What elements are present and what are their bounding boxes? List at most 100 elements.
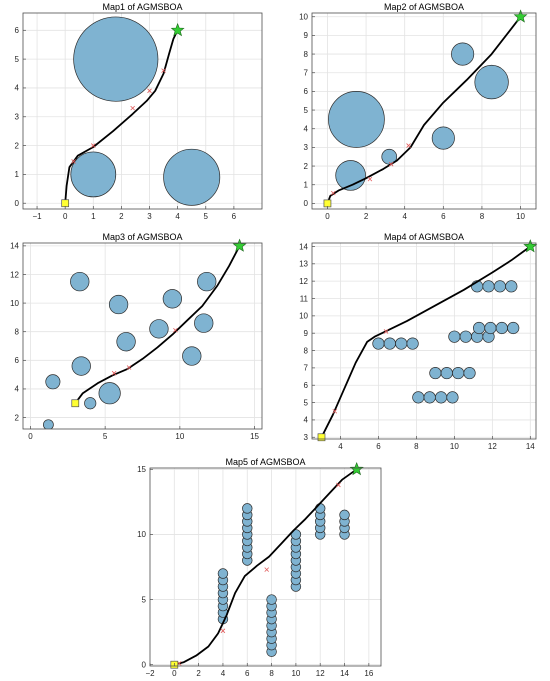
y-tick-label: 2 <box>304 162 309 171</box>
y-tick-label: 3 <box>15 113 20 122</box>
path-line <box>173 468 358 666</box>
waypoint-marker <box>161 68 166 73</box>
obstacle <box>448 330 461 343</box>
x-tick-label: 2 <box>196 669 201 678</box>
obstacle <box>507 321 520 335</box>
goal-marker <box>513 9 528 23</box>
obstacle <box>406 337 419 350</box>
chart-title: Map5 of AGMSBOA <box>225 457 305 467</box>
obstacle <box>484 321 497 335</box>
y-tick-label: 3 <box>304 143 309 152</box>
x-tick-label: 0 <box>63 212 68 221</box>
obstacle <box>116 332 136 352</box>
y-tick-label: 0 <box>15 199 20 208</box>
x-tick-label: −1 <box>32 212 42 221</box>
y-tick-label: 4 <box>15 385 20 394</box>
obstacle <box>108 294 129 315</box>
x-tick-label: 10 <box>291 669 300 678</box>
x-tick-label: 6 <box>245 669 250 678</box>
y-tick-label: 15 <box>137 465 146 474</box>
waypoint-marker <box>332 408 338 414</box>
obstacle <box>197 271 217 292</box>
x-tick-label: 0 <box>28 432 33 441</box>
obstacle <box>493 280 507 293</box>
plot-content <box>173 468 358 666</box>
waypoint-marker <box>264 567 269 572</box>
chart-title: Map2 of AGMSBOA <box>384 2 464 12</box>
y-tick-label: 12 <box>10 270 19 279</box>
axes-box <box>22 242 263 430</box>
x-tick-label: 4 <box>402 212 407 221</box>
x-tick-label: 0 <box>325 212 330 221</box>
start-marker <box>71 399 80 408</box>
y-tick-label: 10 <box>299 312 308 321</box>
y-tick-label: 1 <box>304 181 309 190</box>
obstacle <box>435 391 448 404</box>
obstacle <box>194 313 214 333</box>
obstacle <box>217 568 229 579</box>
x-tick-label: −2 <box>145 669 155 678</box>
obstacle <box>98 382 121 405</box>
goal-marker <box>349 461 364 476</box>
map3-chart: 0 5 10 15 2 4 6 8 10 12 14 Map3 of AGMSBOA <box>10 232 263 441</box>
obstacle <box>70 151 117 198</box>
path-line <box>320 245 532 439</box>
x-tick-label: 5 <box>103 432 108 441</box>
y-tick-label: 13 <box>299 260 308 269</box>
y-tick-label: 5 <box>142 595 147 604</box>
obstacle <box>73 16 159 102</box>
waypoint-marker <box>367 176 373 182</box>
x-tick-label: 10 <box>175 432 184 441</box>
x-tick-label: 6 <box>232 212 237 221</box>
waypoint-marker <box>91 143 96 148</box>
y-tick-label: 7 <box>304 69 309 78</box>
waypoint-marker <box>173 327 178 333</box>
waypoint-marker <box>71 159 76 164</box>
obstacle <box>381 148 398 165</box>
x-tick-label: 4 <box>221 669 226 678</box>
obstacle <box>482 280 495 293</box>
obstacle <box>429 367 442 380</box>
y-tick-label: 10 <box>10 299 19 308</box>
y-tick-label: 8 <box>15 328 20 337</box>
x-tick-label: 10 <box>450 442 459 451</box>
obstacle <box>314 503 326 514</box>
obstacle <box>149 319 169 339</box>
map1-chart: −1 0 1 2 3 4 5 6 0 1 2 3 4 5 6 Map1 of AGMSBOA <box>15 2 263 221</box>
map4-chart: 4 6 8 10 12 14 3 4 5 6 7 8 9 10 11 12 13 14 Map4 of AGMSBO… <box>299 232 538 451</box>
obstacle <box>266 594 277 605</box>
x-tick-label: 5 <box>204 212 209 221</box>
x-tick-label: 12 <box>488 442 497 451</box>
y-tick-label: 11 <box>300 294 309 303</box>
goal-marker <box>523 239 538 253</box>
chart-title: Map3 of AGMSBOA <box>102 232 182 242</box>
grid <box>312 243 536 439</box>
start-marker <box>61 199 70 208</box>
y-tick-label: 4 <box>304 125 309 134</box>
y-tick-label: 6 <box>304 87 309 96</box>
y-tick-label: 6 <box>304 381 309 390</box>
x-tick-label: 8 <box>414 442 419 451</box>
start-marker <box>317 433 326 442</box>
obstacle <box>182 346 202 366</box>
obstacle <box>446 391 459 404</box>
axes-box <box>311 12 537 210</box>
x-tick-label: 4 <box>175 212 180 221</box>
waypoint-marker <box>383 329 389 334</box>
waypoint-marker <box>130 105 135 111</box>
obstacle <box>412 391 425 404</box>
x-tick-label: 8 <box>480 212 485 221</box>
obstacle <box>495 321 508 335</box>
obstacle <box>70 271 90 292</box>
y-tick-label: 5 <box>304 398 309 407</box>
waypoint-marker <box>330 190 336 196</box>
plot-content <box>64 16 221 206</box>
x-tick-label: 0 <box>172 669 177 678</box>
path-line <box>326 15 522 205</box>
x-tick-label: 12 <box>316 669 325 678</box>
map2-chart: 0 2 4 6 8 10 0 1 2 3 4 5 6 7 8 9 10 Map2 of AGMSBOA <box>299 2 537 221</box>
waypoint-marker <box>220 628 226 634</box>
obstacle <box>372 337 385 350</box>
obstacle <box>162 289 183 309</box>
